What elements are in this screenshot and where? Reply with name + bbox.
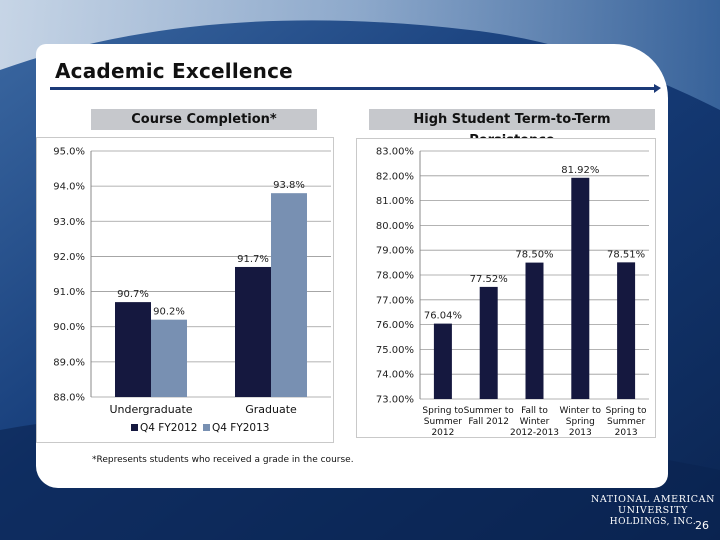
bar [271,193,307,397]
x-tick-label: Spring to [606,406,647,416]
data-label: 90.7% [117,289,149,300]
x-tick-label: Winter [520,417,550,427]
y-tick-label: 79.00% [376,246,414,257]
logo-line-2: HOLDINGS, INC. [609,517,697,527]
bar [235,266,271,397]
data-label: 81.92% [561,165,599,176]
logo-line-1: NATIONAL AMERICAN UNIVERSITY [590,494,716,516]
y-tick-label: 76.00% [376,320,414,331]
y-tick-label: 73.00% [376,395,414,406]
x-tick-label: Graduate [245,403,297,416]
legend-swatch [131,424,138,431]
x-tick-label: 2012 [431,428,454,438]
legend-label: Q4 FY2012 [140,422,197,434]
slide-title: Academic Excellence [55,59,293,83]
y-tick-label: 95.0% [53,147,85,158]
course-completion-svg: 88.0% 89.0% 90.0% 91.0% 92.0% 93.0% 94.0% 95.0%… [53,147,331,434]
title-rule-arrow [654,84,661,93]
university-logo: NATIONAL AMERICAN UNIVERSITY HOLDINGS, I… [586,494,720,527]
y-tick-label: 83.00% [376,147,414,158]
x-tick-label: Summer [607,417,645,427]
x-tick-label: Summer [424,417,462,427]
x-tick-label: Spring to [422,406,463,416]
x-tick-label: Fall to [521,406,548,416]
data-label: 93.8% [273,180,305,191]
bar [571,177,590,399]
persistence-svg: 73.00% 74.00% 75.00% 76.00% 77.00% 78.00% 79.0… [376,147,649,438]
y-tick-label: 90.0% [53,322,85,333]
x-tick-label: 2013 [615,428,638,438]
y-tick-label: 92.0% [53,252,85,263]
x-tick-label: 2012-2013 [510,428,559,438]
bar [151,319,187,397]
x-tick-label: Spring [566,417,595,427]
course-completion-chart: 88.0% 89.0% 90.0% 91.0% 92.0% 93.0% 94.0% 95.0%… [36,137,334,443]
data-label: 90.2% [153,307,185,318]
y-tick-label: 89.0% [53,357,85,368]
title-rule [50,87,658,90]
legend-swatch [203,424,210,431]
y-tick-label: 82.00% [376,171,414,182]
x-tick-label: Fall 2012 [468,417,509,427]
x-tick-label: Winter to [560,406,602,416]
y-tick-label: 75.00% [376,345,414,356]
footnote: *Represents students who received a grad… [92,455,354,465]
course-completion-header: Course Completion* [91,109,317,130]
y-tick-label: 78.00% [376,271,414,282]
data-label: 77.52% [470,274,508,285]
bar [479,286,498,399]
bar [433,323,452,399]
data-label: 78.51% [607,249,645,260]
persistence-chart: 73.00% 74.00% 75.00% 76.00% 77.00% 78.00% 79.0… [356,138,656,438]
legend-label: Q4 FY2013 [212,422,269,434]
y-tick-label: 93.0% [53,217,85,228]
x-tick-label: 2013 [569,428,592,438]
y-tick-label: 77.00% [376,295,414,306]
bar [115,302,151,397]
x-tick-label: Undergraduate [109,403,192,416]
bar [617,262,636,399]
y-tick-label: 74.00% [376,370,414,381]
bar [525,262,544,399]
y-tick-label: 94.0% [53,182,85,193]
y-tick-label: 88.0% [53,393,85,404]
y-tick-label: 80.00% [376,221,414,232]
y-tick-label: 81.00% [376,196,414,207]
data-label: 91.7% [237,254,269,265]
page-number: 26 [695,519,709,532]
data-label: 76.04% [424,311,462,322]
x-tick-label: Summer to [464,406,515,416]
data-label: 78.50% [515,250,553,261]
y-tick-label: 91.0% [53,287,85,298]
persistence-header: High Student Term-to-Term Persistence [369,109,655,148]
